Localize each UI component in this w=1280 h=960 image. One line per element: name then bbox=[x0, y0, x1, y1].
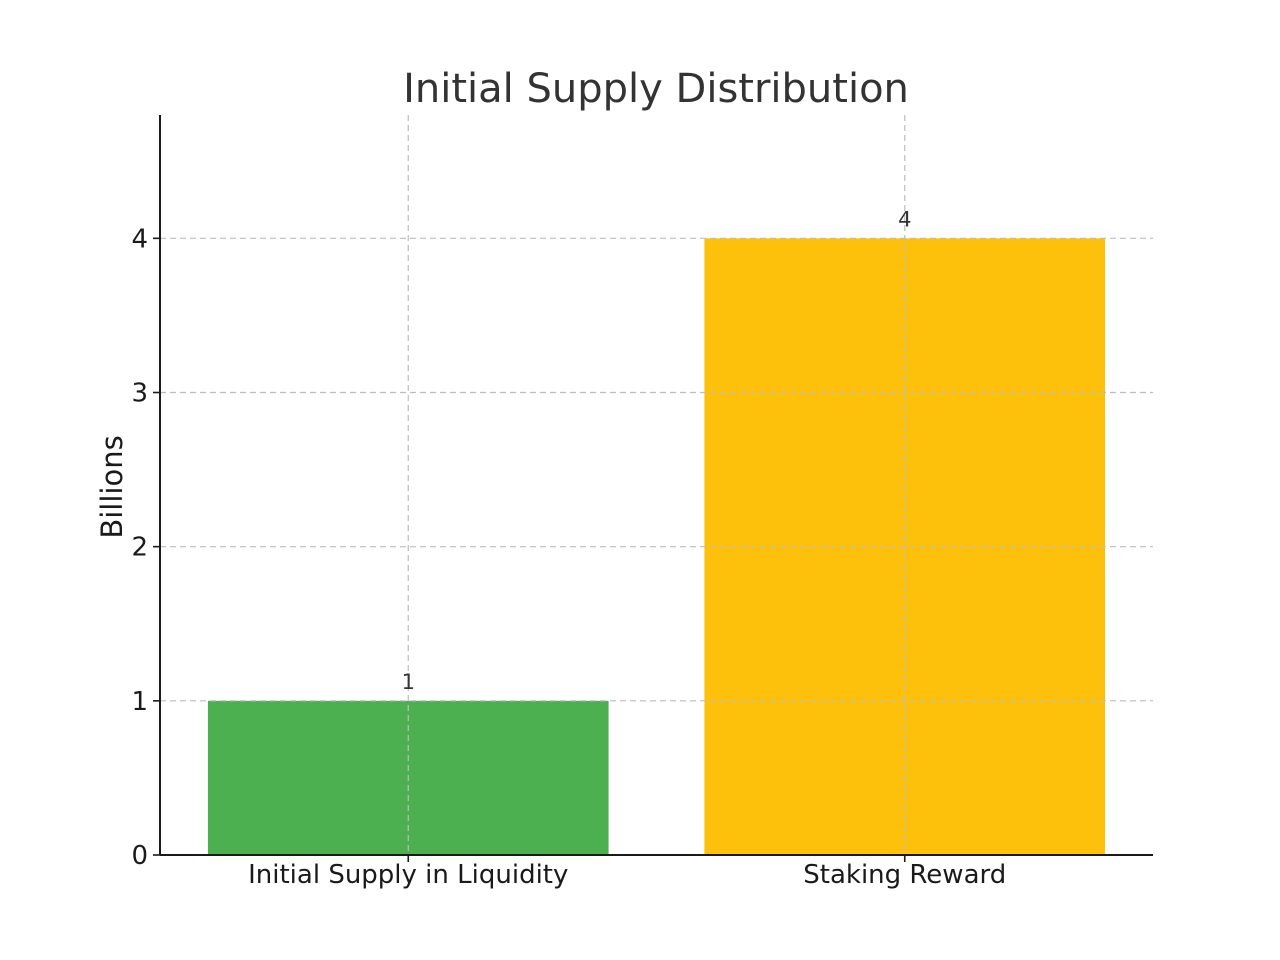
axes bbox=[153, 115, 1153, 862]
y-tick-label: 3 bbox=[131, 379, 148, 409]
x-tick-label: Initial Supply in Liquidity bbox=[248, 860, 568, 890]
x-tick-label: Staking Reward bbox=[803, 860, 1006, 890]
chart-title: Initial Supply Distribution bbox=[403, 66, 909, 112]
labels: 0 1 2 3 4 Initial Supply in Liquidity 1 Staking… bbox=[131, 207, 1006, 890]
y-tick-label: 4 bbox=[131, 224, 148, 254]
y-tick-label: 1 bbox=[131, 687, 148, 717]
bars bbox=[160, 115, 1153, 856]
bar-value-label: 4 bbox=[898, 207, 911, 231]
y-axis-label: Billions bbox=[95, 435, 129, 538]
y-tick-label: 0 bbox=[131, 841, 148, 871]
bar-value-label: 1 bbox=[402, 670, 415, 694]
y-tick-label: 2 bbox=[131, 533, 148, 563]
